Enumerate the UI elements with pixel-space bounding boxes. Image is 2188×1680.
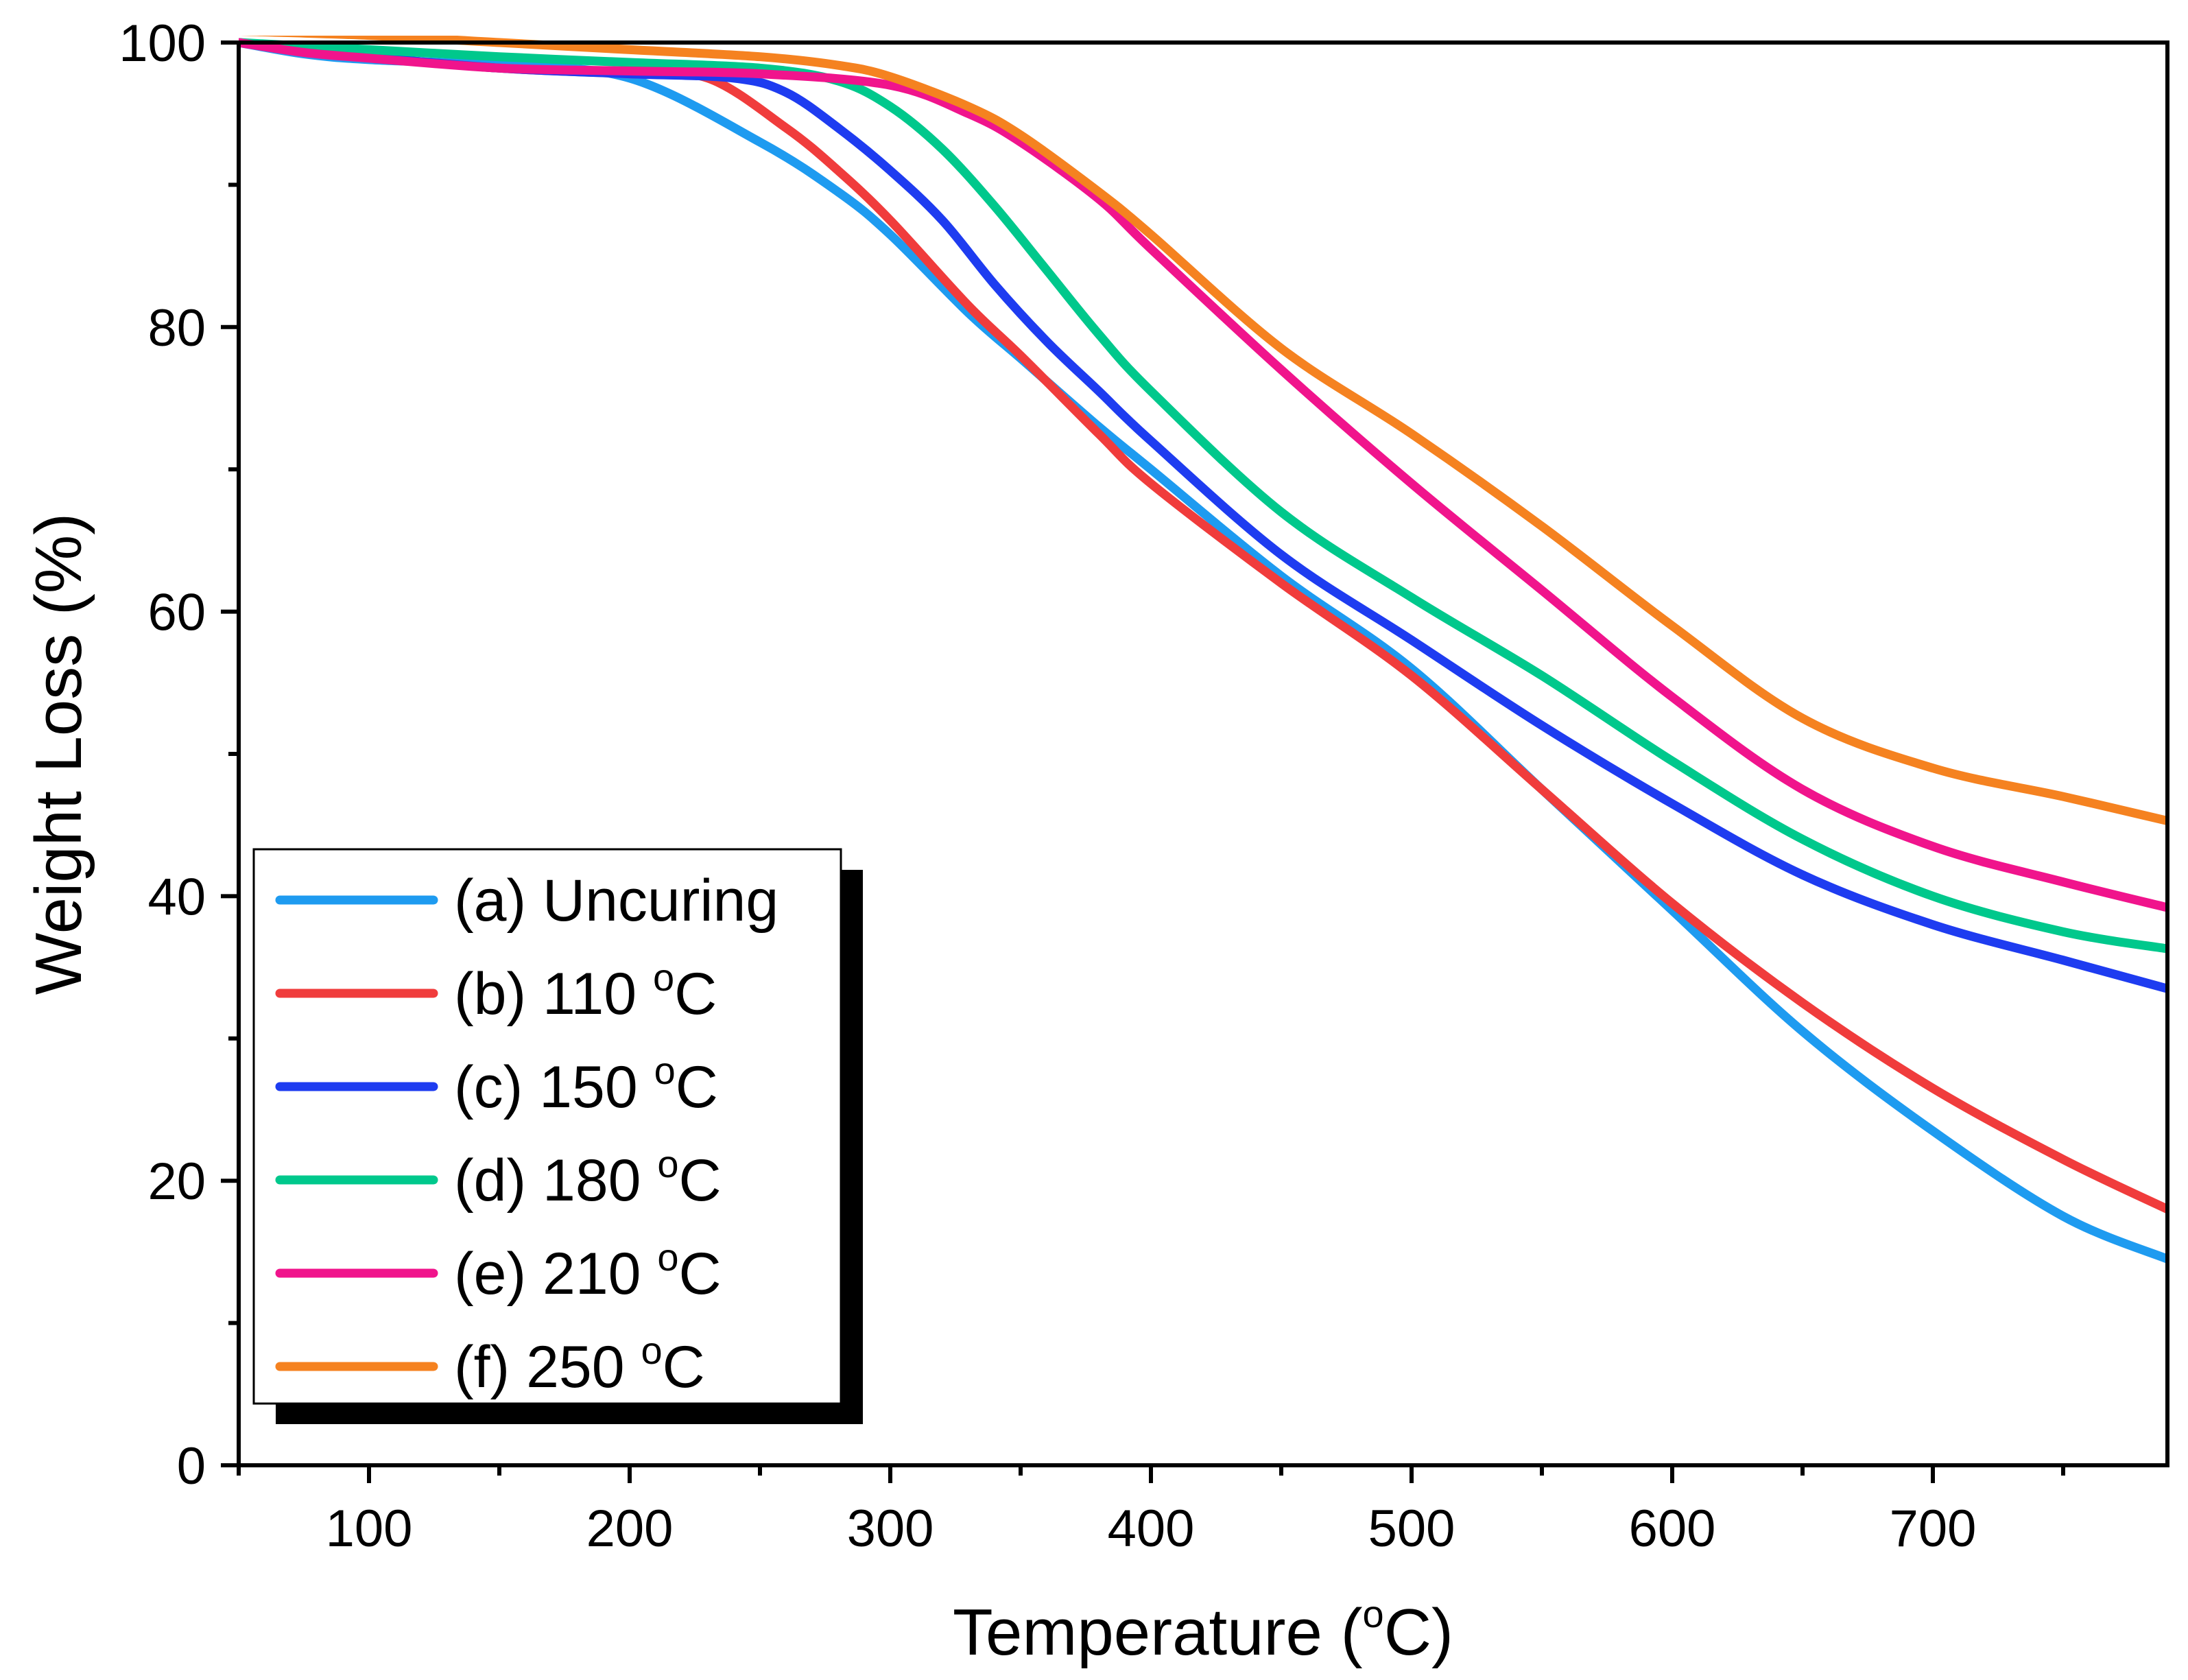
x-tick-label: 600 xyxy=(1629,1500,1716,1558)
legend-label-f: (f) 250 oC xyxy=(454,1329,705,1400)
x-tick-label: 400 xyxy=(1108,1500,1195,1558)
series-line-d xyxy=(239,38,2167,954)
y-axis-title: Weight Loss (%) xyxy=(22,513,95,995)
x-axis-title: Temperature (oC) xyxy=(953,1592,1453,1669)
series-line-f xyxy=(241,36,2167,825)
series-line-e xyxy=(239,38,2167,912)
y-tick-label: 100 xyxy=(119,14,206,73)
x-tick-label: 700 xyxy=(1890,1500,1977,1558)
y-tick-label: 40 xyxy=(147,868,206,926)
y-tick-label: 60 xyxy=(147,584,206,642)
y-tick-label: 80 xyxy=(147,299,206,357)
y-tick-label: 20 xyxy=(147,1152,206,1211)
legend-label-c: (c) 150 oC xyxy=(454,1049,718,1120)
legend-label-d: (d) 180 oC xyxy=(454,1142,722,1214)
legend-label-e: (e) 210 oC xyxy=(454,1235,722,1307)
x-tick-label: 100 xyxy=(326,1500,413,1558)
x-tick-label: 500 xyxy=(1368,1500,1455,1558)
axes: 100 200 300 400 500 600 700 0 20 40 60 80 100 Tempera… xyxy=(22,14,2169,1669)
legend: (a) Uncuring (b) 110 oC (c) 150 oC (d) 180 … xyxy=(252,848,863,1424)
x-tick-label: 200 xyxy=(586,1500,674,1558)
series-lines xyxy=(239,36,2167,1264)
x-tick-label: 300 xyxy=(847,1500,934,1558)
y-tick-label: 0 xyxy=(177,1437,206,1495)
legend-label-b: (b) 110 oC xyxy=(454,956,717,1027)
legend-label-a: (a) Uncuring xyxy=(454,868,778,934)
legend-box xyxy=(252,848,842,1405)
